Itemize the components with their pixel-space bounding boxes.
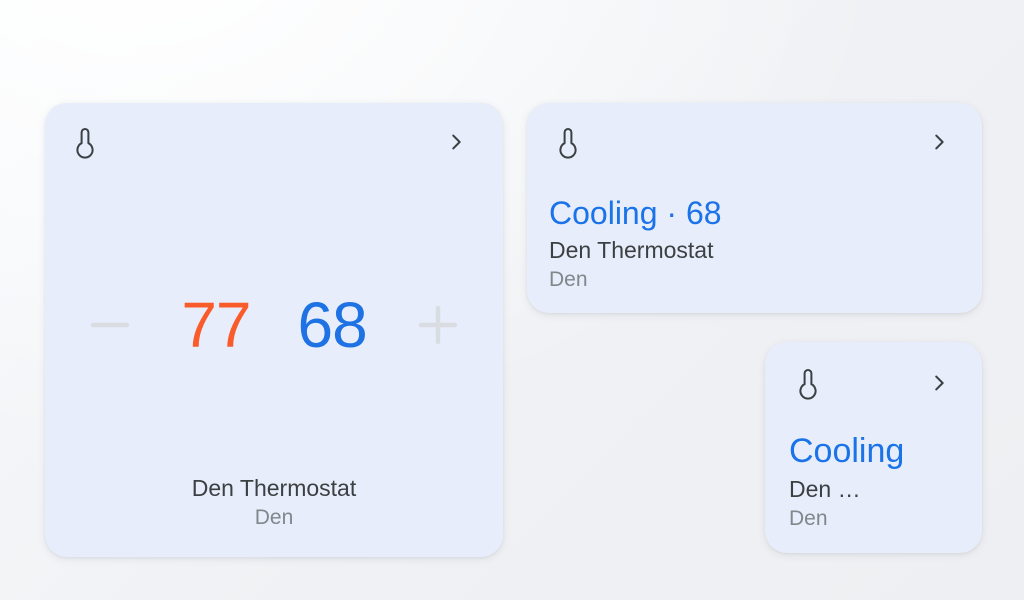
temperature-row: 77 68 (45, 161, 503, 474)
status-label: Cooling (789, 432, 905, 470)
heat-setpoint-value: 77 (181, 288, 251, 361)
room-name-label: Den (549, 268, 588, 291)
room-name-label: Den (254, 506, 294, 529)
device-name-label: Den Thermostat (549, 237, 714, 263)
device-name-label: Den … (789, 476, 861, 502)
thermostat-compact-card[interactable]: Cooling Den … Den (765, 342, 982, 553)
thermostat-icon (74, 127, 96, 161)
room-name-label: Den (789, 507, 828, 530)
thermostat-status-card[interactable]: Cooling · 68 Den Thermostat Den (527, 103, 982, 313)
card-header (765, 342, 982, 402)
card-body: Cooling Den … Den (765, 430, 982, 533)
chevron-right-icon[interactable] (926, 370, 952, 396)
status-label: Cooling · 68 (549, 195, 722, 231)
card-header (45, 103, 503, 161)
thermostat-control-card[interactable]: 77 68 Den Thermostat Den (45, 103, 503, 557)
card-labels: Den Thermostat Den (45, 474, 503, 557)
increase-temp-button[interactable] (414, 301, 462, 349)
card-body: Cooling · 68 Den Thermostat Den (527, 193, 982, 294)
decrease-temp-button[interactable] (86, 301, 134, 349)
card-header (527, 103, 982, 161)
thermostat-icon (557, 127, 579, 161)
cool-setpoint-value: 68 (297, 288, 368, 361)
chevron-right-icon[interactable] (443, 129, 469, 155)
thermostat-icon (797, 368, 819, 402)
device-name-label: Den Thermostat (191, 475, 357, 501)
chevron-right-icon[interactable] (926, 129, 952, 155)
